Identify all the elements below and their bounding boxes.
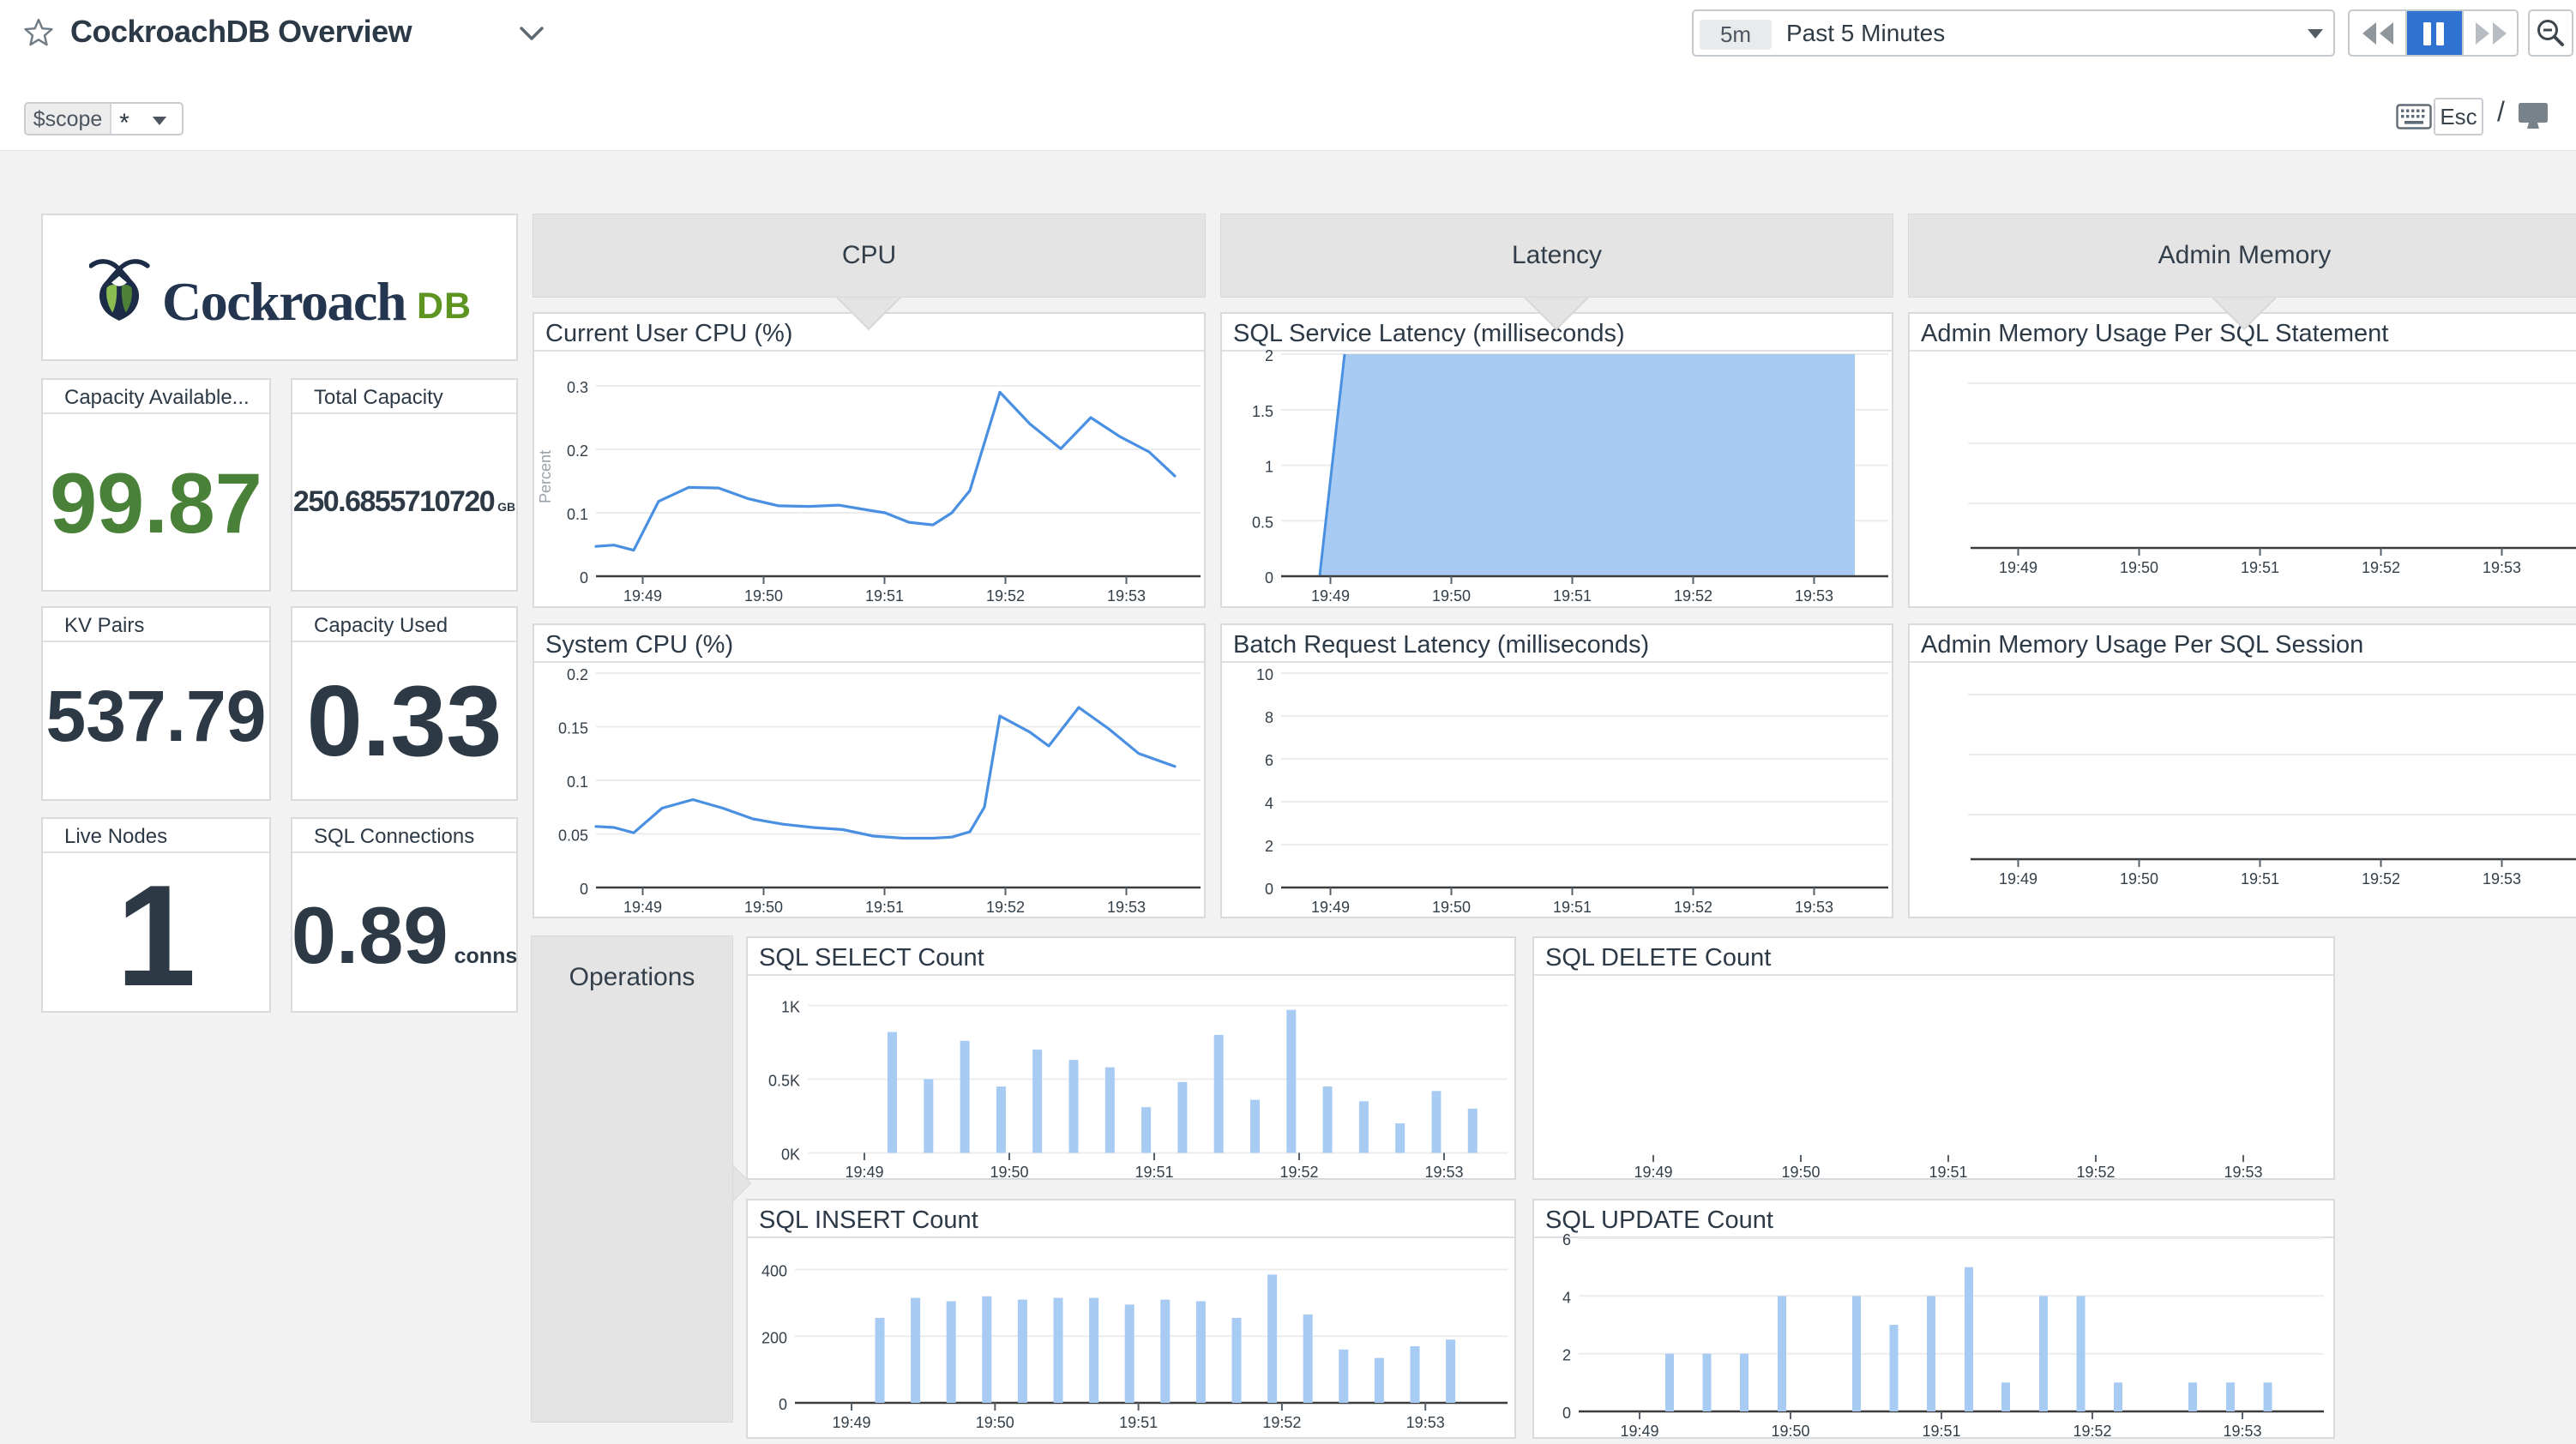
svg-text:19:52: 19:52	[1262, 1414, 1301, 1431]
svg-text:0.1: 0.1	[567, 506, 588, 523]
svg-text:19:53: 19:53	[1795, 587, 1833, 605]
svg-text:0: 0	[1265, 881, 1273, 898]
svg-text:8: 8	[1265, 709, 1273, 726]
svg-text:19:50: 19:50	[2120, 559, 2158, 576]
svg-text:19:52: 19:52	[2073, 1423, 2111, 1440]
svg-text:1.5: 1.5	[1252, 403, 1273, 420]
svg-text:19:49: 19:49	[623, 899, 662, 916]
svg-text:19:53: 19:53	[2224, 1164, 2262, 1181]
svg-text:DB: DB	[417, 286, 472, 327]
svg-text:4: 4	[1562, 1289, 1571, 1306]
svg-text:19:50: 19:50	[1432, 899, 1471, 916]
svg-text:0: 0	[580, 881, 588, 898]
svg-text:19:53: 19:53	[1406, 1414, 1445, 1431]
svg-text:19:51: 19:51	[1553, 587, 1592, 605]
svg-text:19:52: 19:52	[1674, 587, 1712, 605]
svg-text:0: 0	[779, 1396, 787, 1413]
svg-text:19:50: 19:50	[2120, 870, 2158, 887]
svg-text:0: 0	[1562, 1405, 1571, 1422]
svg-text:19:51: 19:51	[1119, 1414, 1158, 1431]
svg-text:0.1: 0.1	[567, 773, 588, 791]
svg-text:1: 1	[1265, 459, 1273, 476]
svg-text:19:50: 19:50	[976, 1414, 1014, 1431]
svg-text:19:53: 19:53	[2483, 559, 2521, 576]
svg-text:4: 4	[1265, 795, 1273, 812]
svg-text:19:50: 19:50	[744, 587, 783, 605]
svg-text:1K: 1K	[781, 999, 800, 1016]
svg-text:19:49: 19:49	[845, 1164, 883, 1181]
svg-text:19:50: 19:50	[990, 1164, 1028, 1181]
svg-text:10: 10	[1256, 666, 1273, 683]
svg-text:19:49: 19:49	[1634, 1164, 1672, 1181]
svg-text:19:53: 19:53	[2223, 1423, 2261, 1440]
svg-text:2: 2	[1562, 1347, 1571, 1364]
svg-text:19:53: 19:53	[1107, 899, 1146, 916]
svg-text:19:52: 19:52	[2076, 1164, 2115, 1181]
svg-text:19:53: 19:53	[2483, 870, 2521, 887]
svg-text:19:49: 19:49	[1311, 587, 1350, 605]
svg-text:19:53: 19:53	[1795, 899, 1833, 916]
svg-text:19:51: 19:51	[1929, 1164, 1967, 1181]
svg-text:0.05: 0.05	[558, 827, 588, 845]
svg-text:19:49: 19:49	[623, 587, 662, 605]
svg-text:0.2: 0.2	[567, 666, 588, 683]
svg-text:0.2: 0.2	[567, 442, 588, 460]
svg-text:19:52: 19:52	[1279, 1164, 1318, 1181]
svg-text:19:52: 19:52	[986, 899, 1025, 916]
svg-text:200: 200	[761, 1329, 787, 1346]
svg-text:Percent: Percent	[537, 450, 554, 503]
svg-text:19:52: 19:52	[2362, 870, 2400, 887]
svg-text:6: 6	[1562, 1231, 1571, 1248]
svg-text:19:50: 19:50	[744, 899, 783, 916]
svg-text:19:49: 19:49	[1999, 559, 2037, 576]
svg-text:19:49: 19:49	[1999, 870, 2037, 887]
svg-text:0.5: 0.5	[1252, 514, 1273, 531]
svg-text:19:52: 19:52	[1674, 899, 1712, 916]
svg-text:0.5K: 0.5K	[768, 1073, 800, 1090]
svg-text:Cockroach: Cockroach	[162, 271, 406, 327]
svg-text:19:50: 19:50	[1432, 587, 1471, 605]
svg-text:19:49: 19:49	[1311, 899, 1350, 916]
svg-text:19:51: 19:51	[1135, 1164, 1173, 1181]
svg-text:19:49: 19:49	[1620, 1423, 1658, 1440]
svg-text:0: 0	[580, 569, 588, 587]
svg-text:0.15: 0.15	[558, 720, 588, 737]
svg-text:0K: 0K	[781, 1146, 800, 1164]
svg-text:2: 2	[1265, 838, 1273, 855]
svg-text:6: 6	[1265, 752, 1273, 769]
svg-text:0.3: 0.3	[567, 379, 588, 396]
svg-text:19:50: 19:50	[1771, 1423, 1809, 1440]
svg-text:19:51: 19:51	[865, 587, 904, 605]
svg-text:19:51: 19:51	[2241, 870, 2279, 887]
svg-text:19:52: 19:52	[986, 587, 1025, 605]
svg-text:19:49: 19:49	[832, 1414, 870, 1431]
svg-text:19:51: 19:51	[1553, 899, 1592, 916]
svg-text:19:51: 19:51	[865, 899, 904, 916]
svg-text:19:51: 19:51	[2241, 559, 2279, 576]
svg-text:19:50: 19:50	[1781, 1164, 1820, 1181]
svg-text:19:52: 19:52	[2362, 559, 2400, 576]
svg-text:2: 2	[1265, 347, 1273, 364]
svg-text:0: 0	[1265, 569, 1273, 587]
svg-text:19:53: 19:53	[1424, 1164, 1463, 1181]
svg-text:400: 400	[761, 1263, 787, 1280]
svg-text:19:53: 19:53	[1107, 587, 1146, 605]
svg-text:19:51: 19:51	[1922, 1423, 1960, 1440]
